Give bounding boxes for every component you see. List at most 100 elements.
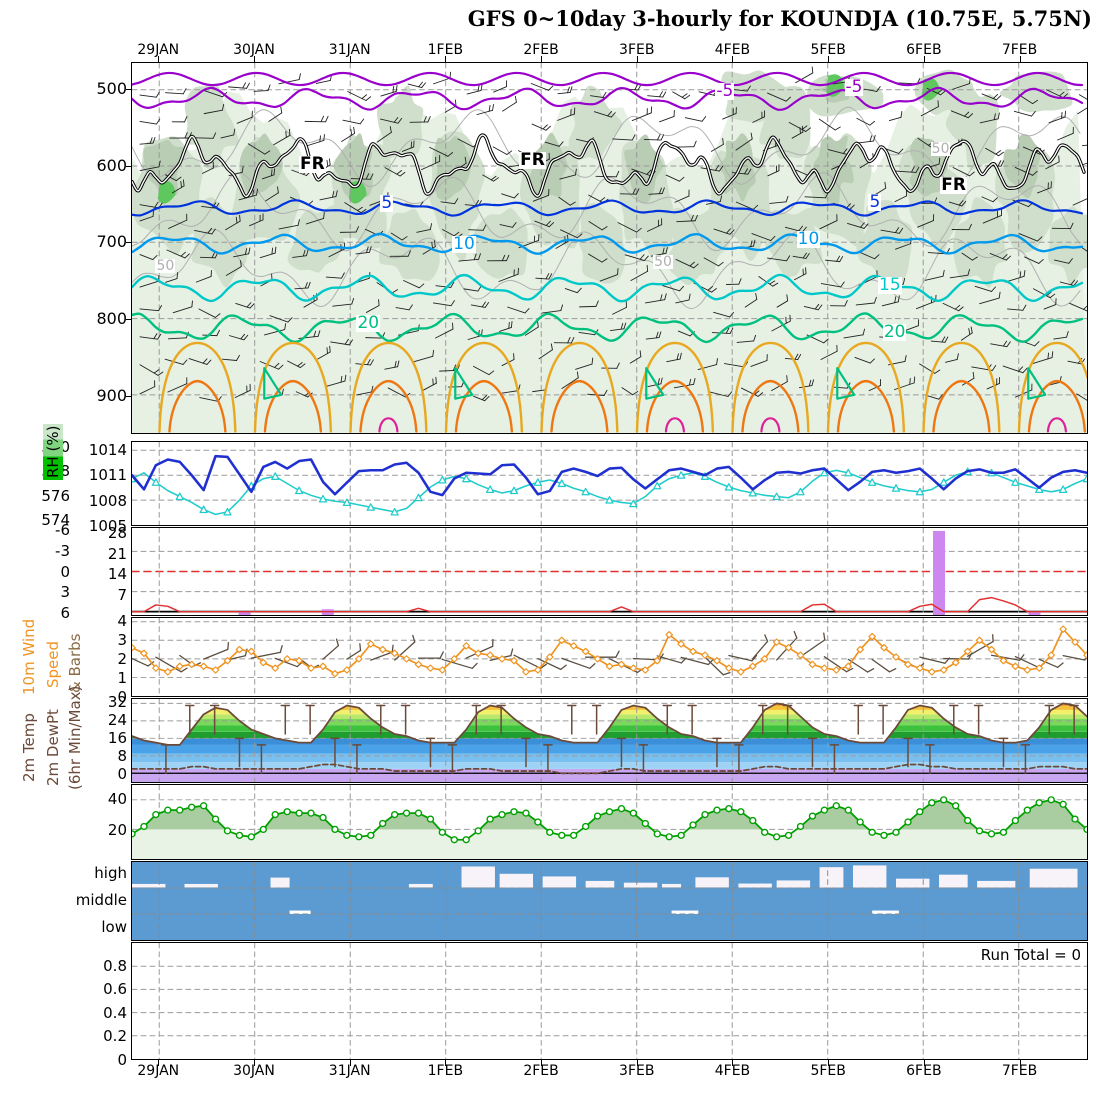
x-tick-mark-top (541, 56, 543, 62)
y-tick-label: 24 (107, 711, 127, 730)
y-tick-label: 0 (60, 562, 70, 581)
y-tick-label: 576 (41, 486, 70, 505)
y-tick-label: 0.8 (103, 956, 127, 975)
panel-2m-temp-dewpt[interactable] (131, 698, 1088, 783)
axis-title-2m-dewpt-text: 2m DewPt (44, 709, 62, 786)
y-tick-label: 4 (117, 611, 127, 630)
x-tick-5feb: 5FEB (810, 1063, 846, 1079)
x-tick-mark-top (445, 56, 447, 62)
rh-legend-swatch: RH (%) (43, 423, 63, 480)
y-tick-label: 3 (117, 630, 127, 649)
y-tick-label: 16 (107, 729, 127, 748)
x-tick-mark-top (349, 56, 351, 62)
contour-label: 5 (868, 191, 882, 212)
y-tick-label: 1 (117, 668, 127, 687)
y-tick-label: 800 (96, 308, 127, 328)
y-tick-label: 600 (96, 155, 127, 175)
contour-label: FR (519, 150, 546, 171)
x-tick-mark-top (828, 56, 830, 62)
x-tick-6feb: 6FEB (906, 42, 942, 58)
wind-svg (132, 618, 1087, 696)
y-tick-label: 40 (107, 790, 127, 809)
panel-lifted-index-cape[interactable] (131, 527, 1088, 616)
x-tick-mark-bottom (636, 1060, 638, 1066)
y-tick-mark (126, 88, 132, 90)
y-tick-label: -3 (55, 541, 70, 560)
panel-3hr-precip[interactable]: Run Total = 0 (131, 942, 1088, 1060)
y-tick-label: 1005 (88, 517, 127, 535)
x-tick-1feb: 1FEB (427, 42, 464, 58)
axis-title-wind-speed-text: Speed (44, 640, 62, 688)
contour-label: 10 (452, 234, 476, 255)
x-tick-mark-top (636, 56, 638, 62)
x-tick-mark-bottom (1019, 1060, 1021, 1066)
y-tick-label: middle (75, 891, 127, 909)
precip-svg (132, 943, 1087, 1059)
y-tick-label: 900 (96, 385, 127, 405)
y-tick-label: 574 (41, 510, 70, 529)
li-cape-svg (132, 528, 1087, 615)
x-tick-mark-top (732, 56, 734, 62)
axis-title-6hr-minmax-text: (6hr Min/Max) (66, 685, 84, 790)
panel-10m-wind[interactable] (131, 617, 1088, 697)
y-tick-label: 1008 (88, 491, 127, 510)
contour-label: 10 (796, 228, 821, 249)
contour-label: 50 (653, 254, 673, 271)
y-tick-label: 14 (107, 565, 127, 584)
panel-upper-air-sounding[interactable]: -5 -5 5 5 10 10 15 20 20 50 50 50 FR FR FR (131, 62, 1088, 434)
x-tick-29jan: 29JAN (137, 1063, 180, 1079)
y-tick-label: 28 (107, 523, 127, 542)
panel-2m-rh[interactable] (131, 784, 1088, 860)
contour-label: 50 (155, 258, 176, 275)
x-tick-mark-bottom (158, 1060, 160, 1066)
axis-title-wind-barbs-text: & Barbs (66, 633, 84, 693)
x-tick-mark-bottom (445, 1060, 447, 1066)
y-tick-mark (126, 395, 132, 397)
contour-label: 20 (882, 322, 907, 343)
x-tick-31jan: 31JAN (328, 1063, 371, 1079)
x-tick-mark-top (1019, 56, 1021, 62)
temp-svg (132, 699, 1087, 782)
y-tick-label: 7 (117, 586, 127, 605)
y-tick-label: 32 (107, 693, 127, 712)
y-tick-label: 1011 (88, 466, 127, 484)
y-tick-label: 700 (96, 232, 127, 252)
y-tick-label: 3 (60, 583, 70, 602)
y-tick-label: 6 (60, 603, 70, 622)
y-tick-label: 0.2 (103, 1027, 127, 1046)
contour-label: FR (299, 153, 326, 174)
x-tick-mark-bottom (253, 1060, 255, 1066)
x-tick-30jan: 30JAN (233, 1063, 275, 1079)
y-tick-label: 0.6 (103, 980, 127, 999)
x-tick-1feb: 1FEB (427, 1063, 464, 1079)
x-tick-5feb: 5FEB (810, 42, 846, 58)
panel-cloud-cover[interactable] (131, 861, 1088, 941)
x-tick-6feb: 6FEB (906, 1063, 942, 1079)
y-tick-label: 21 (107, 544, 127, 563)
y-tick-label: 0 (117, 765, 127, 784)
y-tick-label: 0 (117, 688, 127, 706)
x-tick-4feb: 4FEB (714, 1063, 751, 1079)
x-tick-mark-bottom (541, 1060, 543, 1066)
x-tick-7feb: 7FEB (1001, 42, 1038, 58)
axis-title-rh: RH (%) (43, 423, 63, 480)
x-tick-3feb: 3FEB (619, 1063, 655, 1079)
upper-air-svg (132, 63, 1087, 433)
contour-label: -5 (715, 80, 735, 101)
rh-svg (132, 785, 1087, 859)
y-tick-mark (126, 318, 132, 320)
slp-thickness-svg (132, 442, 1087, 525)
contour-label: FR (940, 175, 967, 196)
contour-label: 50 (930, 140, 951, 157)
contour-label: 20 (356, 313, 381, 334)
y-tick-label: 2 (117, 649, 127, 668)
x-tick-31jan: 31JAN (328, 42, 371, 58)
x-tick-mark-top (923, 56, 925, 62)
y-tick-label: 500 (96, 78, 127, 98)
x-tick-3feb: 3FEB (619, 42, 655, 58)
contour-label: -5 (844, 76, 864, 97)
panel-slp-thickness[interactable] (131, 441, 1088, 526)
axis-title-2m-temp-text: 2m Temp (20, 713, 38, 782)
x-tick-mark-bottom (828, 1060, 830, 1066)
y-tick-label: 1014 (88, 440, 127, 459)
